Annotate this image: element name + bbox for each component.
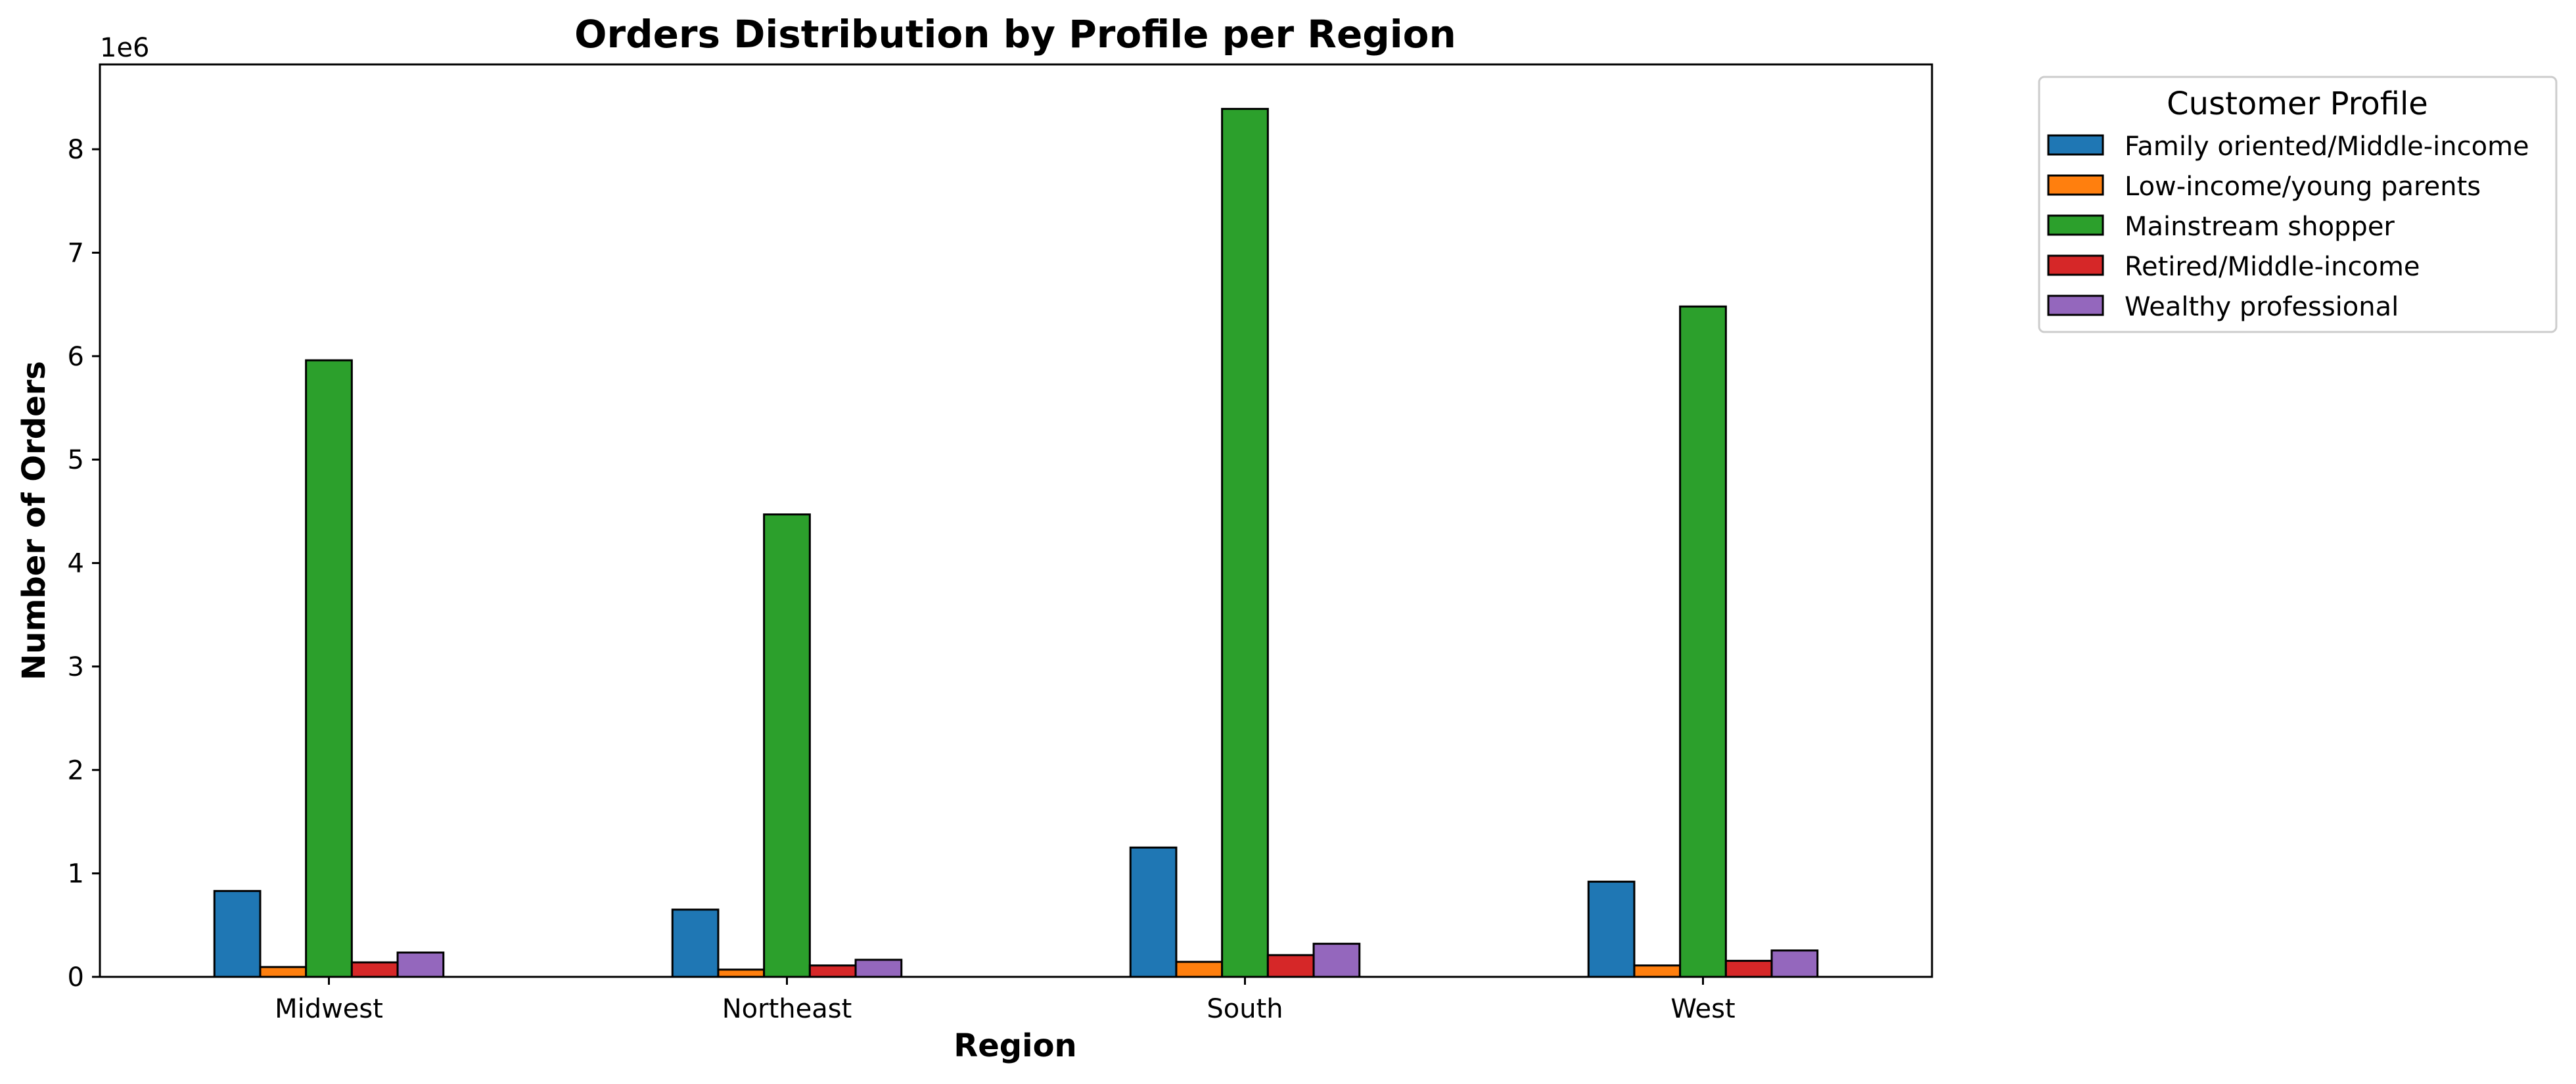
legend-title: Customer Profile [2167,85,2428,122]
y-tick-label: 5 [68,445,84,475]
bar [1724,960,1773,978]
x-tick-label: West [1670,994,1735,1024]
legend-label: Retired/Middle-income [2125,252,2420,282]
legend-items: Family oriented/Middle-income Low-income/… [2047,131,2529,322]
bar [763,513,811,978]
legend-label: Low-income/young parents [2125,172,2481,202]
legend-label: Family oriented/Middle-income [2125,131,2529,162]
y-tick-label: 4 [68,549,84,579]
x-tick-label: Midwest [275,994,383,1024]
legend: Customer Profile Family oriented/Middle-… [2038,76,2558,333]
bar [259,966,308,978]
y-axis-offset-label: 1e6 [100,33,150,63]
legend-swatch [2047,134,2104,156]
y-tick-label: 8 [68,135,84,165]
bar [1770,949,1819,978]
plot-area: 0 1 2 3 4 5 6 7 8 Midwest Northeast South West [68,63,1933,1024]
y-tick-label: 6 [68,342,84,372]
legend-label: Wealthy professional [2125,292,2399,322]
y-tick-label: 0 [68,962,84,993]
y-tick-label: 7 [68,238,84,268]
legend-label: Mainstream shopper [2125,212,2395,242]
bar [1312,943,1361,978]
bar [396,951,445,978]
y-tick-label: 2 [68,755,84,786]
bar [1633,964,1682,978]
bar [305,359,353,978]
bar [1129,846,1178,978]
legend-frame [2038,76,2558,333]
bar [1175,960,1224,978]
bar [350,961,399,978]
legend-swatch [2047,174,2104,196]
y-tick-label: 3 [68,652,84,682]
bar [1266,954,1315,978]
x-tick-label: Northeast [722,994,852,1024]
x-tick-label: South [1207,994,1283,1024]
bar [1221,108,1269,978]
y-axis-label: Number of Orders [16,361,53,680]
legend-swatch [2047,295,2104,316]
bar [1587,880,1636,978]
bar [854,958,903,978]
x-axis-label: Region [954,1027,1076,1064]
bar [213,889,262,978]
bar [808,964,857,978]
bar [671,908,720,978]
legend-swatch [2047,214,2104,236]
chart-title: Orders Distribution by Profile per Regio… [574,12,1456,57]
plot-frame [99,63,1933,978]
legend-swatch [2047,254,2104,276]
y-tick-label: 1 [68,859,84,889]
bar [717,968,766,978]
bar [1679,305,1727,978]
